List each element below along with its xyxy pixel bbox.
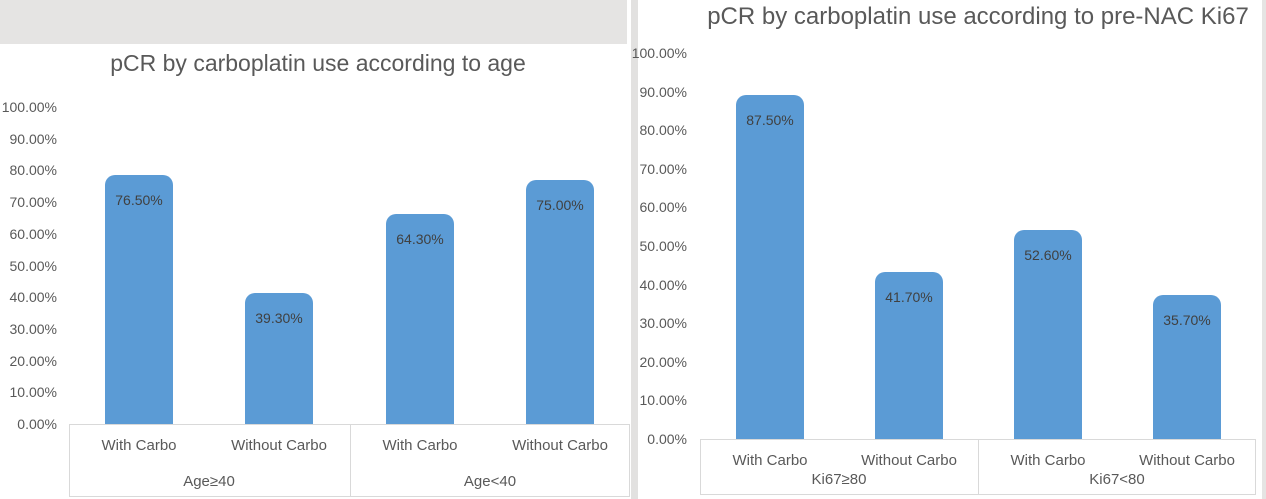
y-axis-tick-label: 90.00% xyxy=(9,131,57,147)
chart-title-ki67: pCR by carboplatin use according to pre-… xyxy=(707,3,1249,30)
y-axis-tick-label: 50.00% xyxy=(639,238,687,254)
y-axis-tick-label: 10.00% xyxy=(639,392,687,408)
category-label: With Carbo xyxy=(732,452,808,469)
category-group-label: Age≥40 xyxy=(183,473,235,490)
bar-data-label: 76.50% xyxy=(115,192,163,208)
category-group-label: Ki67≥80 xyxy=(811,471,867,488)
worksheet-gray-band xyxy=(0,0,627,44)
y-axis-tick-label: 70.00% xyxy=(9,194,57,210)
bar-with-carbo[interactable] xyxy=(386,214,454,424)
chart-title-age: pCR by carboplatin use according to age xyxy=(110,50,526,76)
bar-data-label: 64.30% xyxy=(396,231,444,247)
y-axis-tick-label: 70.00% xyxy=(639,161,687,177)
y-axis-tick-label: 50.00% xyxy=(9,258,57,274)
y-axis-tick-label: 80.00% xyxy=(9,162,57,178)
bar-with-carbo[interactable] xyxy=(105,175,173,424)
y-axis-tick-label: 0.00% xyxy=(17,416,57,432)
panel-separator xyxy=(631,0,638,499)
y-axis-tick-label: 20.00% xyxy=(9,353,57,369)
y-axis-tick-label: 100.00% xyxy=(1,99,57,115)
bar-data-label: 39.30% xyxy=(255,310,303,326)
y-axis-tick-label: 100.00% xyxy=(631,45,687,61)
y-axis-tick-label: 80.00% xyxy=(639,122,687,138)
bar-with-carbo[interactable] xyxy=(736,95,804,439)
bar-data-label: 35.70% xyxy=(1163,312,1211,328)
y-axis-tick-label: 90.00% xyxy=(639,84,687,100)
y-axis-tick-label: 60.00% xyxy=(9,226,57,242)
category-label: Without Carbo xyxy=(231,437,327,454)
category-label: Without Carbo xyxy=(861,452,957,469)
category-label: With Carbo xyxy=(1010,452,1086,469)
bar-without-carbo[interactable] xyxy=(1153,295,1221,439)
category-label: Without Carbo xyxy=(512,437,608,454)
y-axis-tick-label: 0.00% xyxy=(647,431,687,447)
y-axis-tick-label: 10.00% xyxy=(9,384,57,400)
category-axis-box xyxy=(69,424,630,497)
bar-with-carbo[interactable] xyxy=(1014,230,1082,439)
bar-data-label: 75.00% xyxy=(536,197,584,213)
category-group-label: Age<40 xyxy=(463,473,517,490)
bar-without-carbo[interactable] xyxy=(875,272,943,439)
category-group-divider xyxy=(978,439,979,495)
category-group-divider xyxy=(350,424,351,497)
category-label: Without Carbo xyxy=(1139,452,1235,469)
bar-data-label: 52.60% xyxy=(1024,247,1072,263)
y-axis-tick-label: 20.00% xyxy=(639,354,687,370)
right-edge-strip xyxy=(1262,0,1266,499)
category-label: With Carbo xyxy=(382,437,458,454)
y-axis-tick-label: 30.00% xyxy=(639,315,687,331)
bar-without-carbo[interactable] xyxy=(526,180,594,424)
y-axis-tick-label: 60.00% xyxy=(639,199,687,215)
y-axis-tick-label: 30.00% xyxy=(9,321,57,337)
y-axis-tick-label: 40.00% xyxy=(9,289,57,305)
bar-data-label: 87.50% xyxy=(746,112,794,128)
category-group-label: Ki67<80 xyxy=(1089,471,1145,488)
bar-data-label: 41.70% xyxy=(885,289,933,305)
y-axis-tick-label: 40.00% xyxy=(639,277,687,293)
bar-without-carbo[interactable] xyxy=(245,293,313,424)
category-label: With Carbo xyxy=(101,437,177,454)
